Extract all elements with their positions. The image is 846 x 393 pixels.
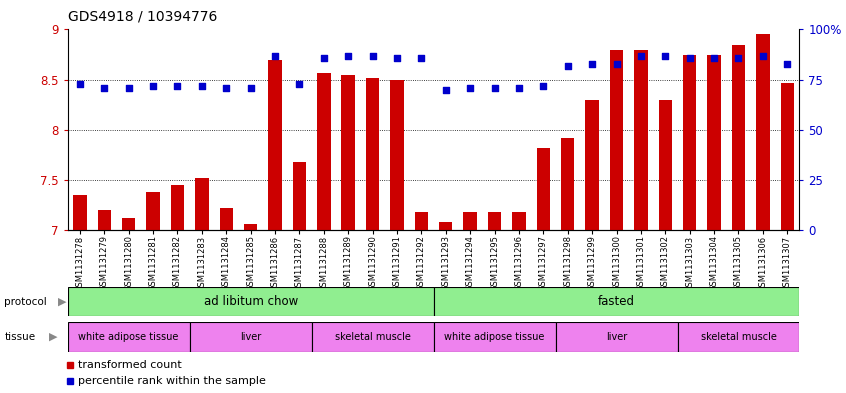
Point <box>195 83 209 89</box>
Text: tissue: tissue <box>4 332 36 342</box>
Point <box>732 54 745 61</box>
Point <box>536 83 550 89</box>
Bar <box>268 59 282 230</box>
Point <box>122 84 135 91</box>
Bar <box>122 218 135 230</box>
Bar <box>244 224 257 230</box>
Bar <box>781 83 794 230</box>
Point <box>268 52 282 59</box>
Bar <box>146 192 160 230</box>
Bar <box>219 208 233 230</box>
Bar <box>439 222 453 230</box>
Point <box>707 54 721 61</box>
Text: ▶: ▶ <box>49 332 58 342</box>
Bar <box>190 322 311 352</box>
Point <box>171 83 184 89</box>
Bar <box>195 178 209 230</box>
Bar <box>488 212 502 230</box>
Text: ▶: ▶ <box>58 297 66 307</box>
Bar <box>556 322 678 352</box>
Bar <box>732 44 745 230</box>
Bar <box>536 148 550 230</box>
Point <box>683 54 696 61</box>
Point <box>756 52 770 59</box>
Bar <box>707 55 721 230</box>
Point <box>439 86 453 93</box>
Point <box>585 61 599 67</box>
Bar <box>433 322 556 352</box>
Bar <box>678 322 799 352</box>
Text: fasted: fasted <box>598 295 635 308</box>
Bar <box>390 79 404 230</box>
Text: liver: liver <box>240 332 261 342</box>
Point <box>415 54 428 61</box>
Bar <box>68 322 190 352</box>
Point <box>464 84 477 91</box>
Text: skeletal muscle: skeletal muscle <box>700 332 777 342</box>
Point <box>73 81 86 87</box>
Bar <box>293 162 306 230</box>
Text: white adipose tissue: white adipose tissue <box>444 332 545 342</box>
Bar <box>756 35 770 230</box>
Bar <box>311 322 433 352</box>
Bar <box>585 99 599 230</box>
Bar <box>658 99 672 230</box>
Bar <box>317 73 331 230</box>
Text: transformed count: transformed count <box>78 360 182 371</box>
Bar <box>73 195 86 230</box>
Bar <box>512 212 525 230</box>
Bar <box>561 138 574 230</box>
Bar <box>433 287 799 316</box>
Bar <box>683 55 696 230</box>
Text: skeletal muscle: skeletal muscle <box>335 332 410 342</box>
Bar <box>171 185 184 230</box>
Point <box>293 81 306 87</box>
Bar <box>68 287 433 316</box>
Bar <box>342 75 355 230</box>
Point <box>146 83 160 89</box>
Text: percentile rank within the sample: percentile rank within the sample <box>78 376 266 386</box>
Point <box>561 62 574 69</box>
Point <box>610 61 624 67</box>
Point <box>97 84 111 91</box>
Text: white adipose tissue: white adipose tissue <box>79 332 179 342</box>
Bar <box>365 77 379 230</box>
Point <box>244 84 257 91</box>
Bar <box>464 212 477 230</box>
Bar <box>97 210 111 230</box>
Point <box>219 84 233 91</box>
Point <box>781 61 794 67</box>
Point <box>634 52 648 59</box>
Point <box>365 52 379 59</box>
Text: GDS4918 / 10394776: GDS4918 / 10394776 <box>68 10 217 24</box>
Bar <box>415 212 428 230</box>
Text: ad libitum chow: ad libitum chow <box>204 295 298 308</box>
Bar <box>610 50 624 230</box>
Point <box>658 52 672 59</box>
Point <box>317 54 331 61</box>
Point <box>390 54 404 61</box>
Point <box>342 52 355 59</box>
Point <box>512 84 525 91</box>
Text: liver: liver <box>606 332 627 342</box>
Text: protocol: protocol <box>4 297 47 307</box>
Point <box>488 84 502 91</box>
Bar <box>634 50 648 230</box>
